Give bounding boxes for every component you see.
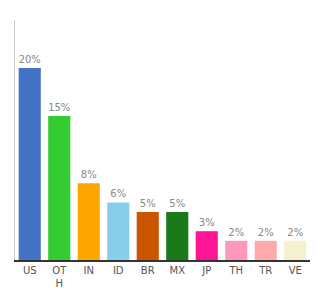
svg-text:BR: BR — [141, 265, 155, 276]
svg-text:15%: 15% — [48, 102, 70, 113]
svg-text:8%: 8% — [81, 169, 97, 180]
svg-text:TH: TH — [228, 265, 243, 276]
svg-text:ID: ID — [113, 265, 124, 276]
svg-text:TR: TR — [258, 265, 272, 276]
svg-text:2%: 2% — [258, 227, 274, 238]
svg-text:OTH: OTH — [52, 265, 67, 289]
svg-text:3%: 3% — [199, 217, 215, 228]
svg-text:20%: 20% — [19, 54, 41, 65]
svg-text:IN: IN — [84, 265, 94, 276]
svg-text:5%: 5% — [169, 198, 185, 209]
svg-text:2%: 2% — [287, 227, 303, 238]
svg-text:US: US — [23, 265, 37, 276]
svg-text:5%: 5% — [140, 198, 156, 209]
svg-text:JP: JP — [201, 265, 211, 276]
svg-text:VE: VE — [289, 265, 302, 276]
svg-text:2%: 2% — [228, 227, 244, 238]
svg-text:MX: MX — [170, 265, 186, 276]
svg-text:6%: 6% — [110, 188, 126, 199]
